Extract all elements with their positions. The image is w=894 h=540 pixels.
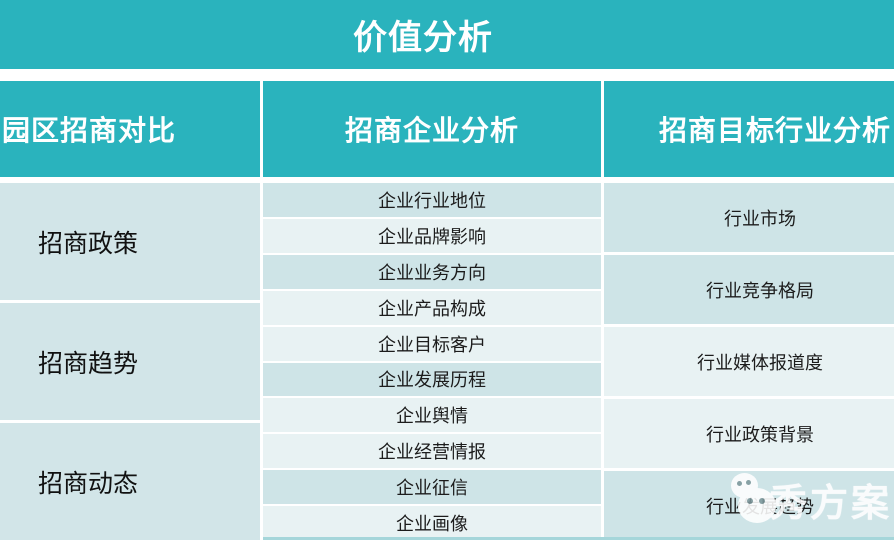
list-item: 招商趋势 <box>0 303 260 420</box>
title-band: 价值分析 <box>0 0 894 69</box>
column-header-park-comparison: 园区招商对比 <box>0 81 260 177</box>
list-item: 企业产品构成 <box>263 290 601 325</box>
enterprise-analysis-cells: 企业行业地位 企业品牌影响 企业业务方向 企业产品构成 企业目标客户 企业发展历… <box>263 183 601 540</box>
watermark: 秀方案 <box>715 470 892 528</box>
column-enterprise-analysis: 招商企业分析 企业行业地位 企业品牌影响 企业业务方向 企业产品构成 企业目标客… <box>263 81 601 540</box>
list-item: 企业行业地位 <box>263 183 601 217</box>
list-item: 招商政策 <box>0 183 260 300</box>
list-item: 行业政策背景 <box>604 399 894 468</box>
list-item: 企业征信 <box>263 470 601 505</box>
column-header-enterprise-analysis: 招商企业分析 <box>263 81 601 177</box>
list-item: 企业发展历程 <box>263 362 601 397</box>
page-title: 价值分析 <box>353 19 493 57</box>
list-item: 行业媒体报道度 <box>604 327 894 396</box>
list-item: 企业目标客户 <box>263 326 601 361</box>
list-item: 企业画像 <box>263 506 601 540</box>
list-item: 企业品牌影响 <box>263 218 601 253</box>
list-item: 行业市场 <box>604 183 894 252</box>
list-item: 招商动态 <box>0 423 260 540</box>
next-section-edge <box>263 537 894 540</box>
list-item: 企业经营情报 <box>263 434 601 469</box>
wechat-bubbles-icon <box>715 471 777 527</box>
park-comparison-cells: 招商政策 招商趋势 招商动态 <box>0 183 260 540</box>
list-item: 企业业务方向 <box>263 254 601 289</box>
column-park-comparison: 园区招商对比 招商政策 招商趋势 招商动态 <box>0 81 260 540</box>
column-header-target-industry-analysis: 招商目标行业分析 <box>604 81 894 177</box>
list-item: 行业竞争格局 <box>604 255 894 324</box>
list-item: 企业舆情 <box>263 398 601 433</box>
watermark-text: 秀方案 <box>768 482 892 525</box>
analysis-table: 园区招商对比 招商政策 招商趋势 招商动态 招商企业分析 企业行业地位 企业品牌… <box>0 81 894 540</box>
chat-bubble-big-icon <box>737 488 776 523</box>
